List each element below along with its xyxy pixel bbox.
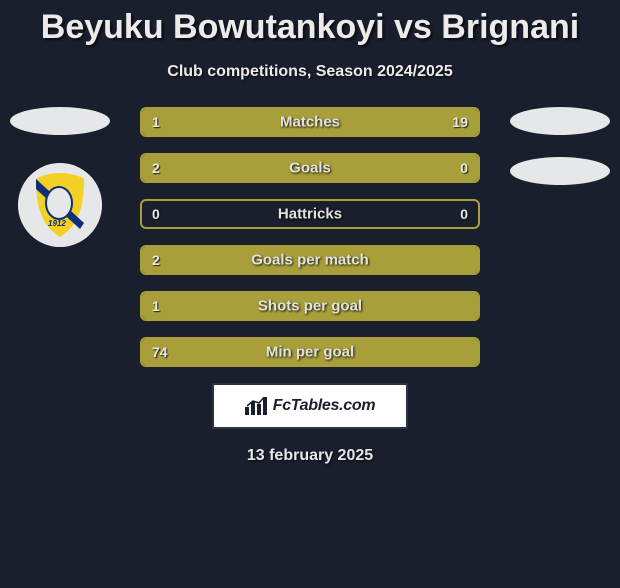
stat-row: 1Shots per goal (140, 291, 480, 321)
bar-chart-icon (245, 397, 267, 415)
left-value: 1 (152, 114, 160, 130)
player-name-placeholder (10, 107, 110, 135)
comparison-chart: 1912 119Matches20Goals00Hattricks2Goals … (0, 107, 620, 367)
left-fill (142, 155, 404, 181)
left-value: 0 (152, 206, 160, 222)
right-value: 0 (460, 206, 468, 222)
left-value: 74 (152, 344, 168, 360)
club-shield-icon: 1912 (18, 163, 102, 247)
svg-text:1912: 1912 (48, 219, 66, 228)
player-name-placeholder (510, 107, 610, 135)
right-value: 0 (460, 160, 468, 176)
brand-badge[interactable]: FcTables.com (212, 383, 408, 429)
right-player-col (500, 107, 620, 185)
stat-row: 0 0Hattricks (140, 199, 480, 229)
left-club-logo: 1912 (18, 163, 102, 247)
stat-row: 2Goals per match (140, 245, 480, 275)
left-fill (142, 293, 478, 319)
left-value: 2 (152, 160, 160, 176)
page-title: Beyuku Bowutankoyi vs Brignani (0, 8, 620, 47)
left-value: 1 (152, 298, 160, 314)
right-value: 19 (452, 114, 468, 130)
stat-row: 20Goals (140, 153, 480, 183)
stat-row: 74Min per goal (140, 337, 480, 367)
stat-rows: 119Matches20Goals00Hattricks2Goals per m… (140, 107, 480, 367)
stat-row: 119Matches (140, 107, 480, 137)
brand-label: FcTables.com (273, 397, 376, 415)
left-value: 2 (152, 252, 160, 268)
left-fill (142, 247, 478, 273)
right-fill (176, 109, 478, 135)
footer-date: 13 february 2025 (0, 447, 620, 465)
club-logo-placeholder (510, 157, 610, 185)
stat-label: Hattricks (142, 206, 478, 223)
page-subtitle: Club competitions, Season 2024/2025 (0, 63, 620, 81)
left-player-col: 1912 (0, 107, 120, 247)
left-fill (142, 339, 478, 365)
